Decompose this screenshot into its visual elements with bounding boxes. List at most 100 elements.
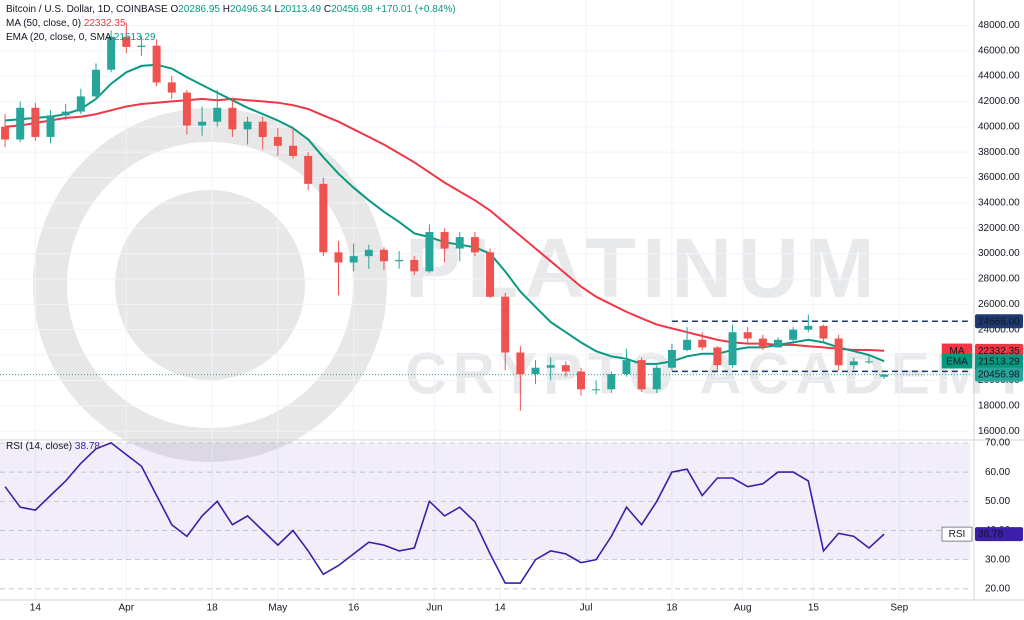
rsi-tick-label: 70.00 bbox=[985, 438, 1010, 449]
ohlc-key: C bbox=[323, 4, 332, 15]
candle-body bbox=[774, 339, 783, 348]
price-badge bbox=[975, 354, 1023, 369]
candle-body bbox=[107, 36, 116, 70]
ohlc-value: 20113.49 bbox=[280, 4, 322, 15]
tag-box bbox=[941, 353, 973, 369]
candle-body bbox=[122, 36, 131, 47]
candle-body bbox=[683, 339, 692, 350]
candle-body bbox=[440, 232, 449, 249]
rsi-tick-label: 30.00 bbox=[985, 554, 1010, 565]
candle-body bbox=[531, 367, 540, 375]
rsi-legend: RSI (14, close) 38.78 bbox=[6, 441, 100, 452]
candle-body bbox=[137, 45, 146, 47]
ema-legend: EMA (20, close, 0, SMA 21513.29 bbox=[6, 31, 456, 45]
ohlc-value: 20496.34 bbox=[230, 4, 272, 15]
candle-body bbox=[516, 352, 525, 375]
candle-body bbox=[334, 252, 343, 263]
tag-label: RSI bbox=[949, 529, 966, 540]
x-tick-label: Aug bbox=[734, 603, 752, 614]
y-tick-label: 16000.00 bbox=[978, 426, 1020, 437]
candle-body bbox=[395, 259, 404, 262]
candle-body bbox=[819, 325, 828, 339]
x-tick-label: 16 bbox=[348, 603, 360, 614]
candle-body bbox=[834, 338, 843, 366]
candle-body bbox=[607, 374, 616, 390]
ohlc-value: 20456.98 bbox=[331, 4, 373, 15]
rsi-tick-label: 60.00 bbox=[985, 467, 1010, 478]
watermark-logo-core bbox=[115, 190, 305, 380]
tag-label: EMA bbox=[946, 356, 968, 367]
ohlc-key: H bbox=[222, 4, 231, 15]
price-badge-label: 38.78 bbox=[978, 529, 1003, 540]
candle-body bbox=[561, 365, 570, 372]
y-tick-label: 42000.00 bbox=[978, 96, 1020, 107]
candle-body bbox=[546, 365, 555, 368]
candle-body bbox=[622, 360, 631, 375]
candle-body bbox=[273, 136, 282, 146]
legend-header: Bitcoin / U.S. Dollar, 1D, COINBASE O202… bbox=[6, 3, 456, 45]
candle-body bbox=[349, 256, 358, 263]
x-tick-label: Jun bbox=[426, 603, 442, 614]
tag-label: MA bbox=[950, 346, 965, 357]
candle-body bbox=[61, 111, 70, 116]
y-tick-label: 18000.00 bbox=[978, 400, 1020, 411]
candle-body bbox=[880, 374, 889, 377]
y-tick-label: 26000.00 bbox=[978, 299, 1020, 310]
candle-body bbox=[379, 249, 388, 262]
y-tick-label: 28000.00 bbox=[978, 274, 1020, 285]
candle-body bbox=[592, 389, 601, 391]
level-badge bbox=[975, 314, 1023, 329]
y-tick-label: 30000.00 bbox=[978, 248, 1020, 259]
rsi-tick-label: 20.00 bbox=[985, 584, 1010, 595]
x-tick-label: 14 bbox=[495, 603, 507, 614]
price-badge bbox=[975, 367, 1023, 382]
candle-body bbox=[698, 339, 707, 348]
x-tick-label: May bbox=[268, 603, 287, 614]
price-badge-label: 21513.29 bbox=[978, 356, 1020, 367]
ema-name: EMA (20, close, 0, SMA bbox=[6, 32, 112, 43]
y-tick-label: 40000.00 bbox=[978, 121, 1020, 132]
candle-body bbox=[46, 115, 55, 137]
rsi-band bbox=[0, 442, 970, 560]
y-tick-label: 32000.00 bbox=[978, 223, 1020, 234]
tag-box bbox=[941, 526, 973, 542]
candle-body bbox=[470, 237, 479, 253]
watermark-logo-ring bbox=[33, 108, 387, 462]
candle-body bbox=[91, 69, 100, 97]
level-badge-label: 24666.00 bbox=[978, 316, 1020, 327]
ohlc-value: 20286.95 bbox=[178, 4, 220, 15]
y-tick-label: 44000.00 bbox=[978, 71, 1020, 82]
ema-value: 21513.29 bbox=[113, 32, 156, 43]
candle-body bbox=[667, 349, 676, 368]
ohlc-key: O bbox=[170, 4, 179, 15]
candle-body bbox=[576, 371, 585, 390]
y-tick-label: 46000.00 bbox=[978, 45, 1020, 56]
candle-body bbox=[410, 259, 419, 272]
ma-name: MA (50, close, 0) bbox=[6, 18, 82, 29]
candle-body bbox=[652, 367, 661, 390]
candle-body bbox=[758, 338, 767, 348]
candle-body bbox=[713, 347, 722, 366]
rsi-value: 38.78 bbox=[74, 441, 100, 452]
candle-body bbox=[486, 252, 495, 297]
candle-body bbox=[1, 126, 10, 140]
candle-body bbox=[804, 325, 813, 330]
y-tick-label: 38000.00 bbox=[978, 147, 1020, 158]
y-tick-label: 48000.00 bbox=[978, 20, 1020, 31]
candle-body bbox=[152, 45, 161, 83]
candle-body bbox=[198, 121, 207, 126]
candle-body bbox=[228, 107, 237, 130]
candle-body bbox=[637, 360, 646, 390]
candle-body bbox=[258, 121, 267, 137]
overlay-line bbox=[5, 97, 885, 352]
price-badge-label: 20456.98 bbox=[978, 370, 1020, 381]
watermark-text: PLATINUM bbox=[405, 221, 881, 315]
candle-body bbox=[743, 332, 752, 339]
candle-body bbox=[789, 329, 798, 340]
x-tick-label: Sep bbox=[890, 603, 908, 614]
x-tick-label: Jul bbox=[580, 603, 593, 614]
y-tick-label: 36000.00 bbox=[978, 172, 1020, 183]
candle-body bbox=[864, 361, 873, 363]
